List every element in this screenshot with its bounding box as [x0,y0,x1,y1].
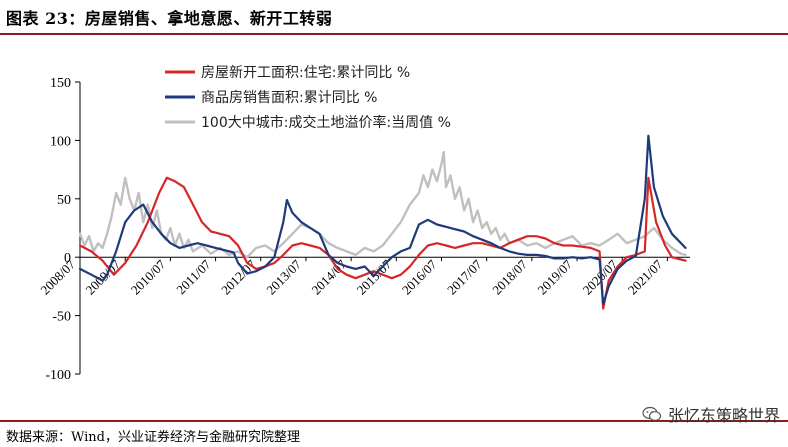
legend-label-1: 商品房销售面积:累计同比 % [201,90,377,106]
y-tick-label: -50 [52,310,71,325]
y-tick-label: 150 [50,76,71,91]
x-tick-label: 2016/07 [399,256,440,297]
watermark-text: 张忆东策略世界 [667,406,780,425]
y-tick-label: 0 [64,251,71,266]
y-tick-label: -100 [45,368,71,383]
y-tick-label: 100 [50,134,71,149]
x-tick-label: 2014/07 [308,256,349,297]
series-line-2 [78,150,687,259]
bottom-divider [0,420,788,422]
wechat-icon [642,406,662,421]
x-tick-label: 2019/07 [534,256,575,297]
x-tick-label: 2018/07 [489,256,530,297]
page-title: 图表 23：房屋销售、拿地意愿、新开工转弱 [6,9,333,28]
source-note: 数据来源：Wind，兴业证券经济与金融研究院整理 [6,430,300,445]
x-tick-label: 2008/07 [37,256,78,297]
legend-label-2: 100大中城市:成交土地溢价率:当周值 % [201,114,451,131]
top-divider [0,33,788,35]
watermark: 张忆东策略世界 [642,402,780,426]
x-tick-label: 2010/07 [128,256,169,297]
y-tick-label: 50 [57,193,71,208]
series-line-1 [78,134,687,305]
x-tick-label: 2017/07 [444,256,485,297]
legend-label-0: 房屋新开工面积:住宅:累计同比 % [201,65,410,81]
x-tick-label: 2011/07 [173,256,214,297]
x-tick-label: 2021/07 [625,256,666,297]
